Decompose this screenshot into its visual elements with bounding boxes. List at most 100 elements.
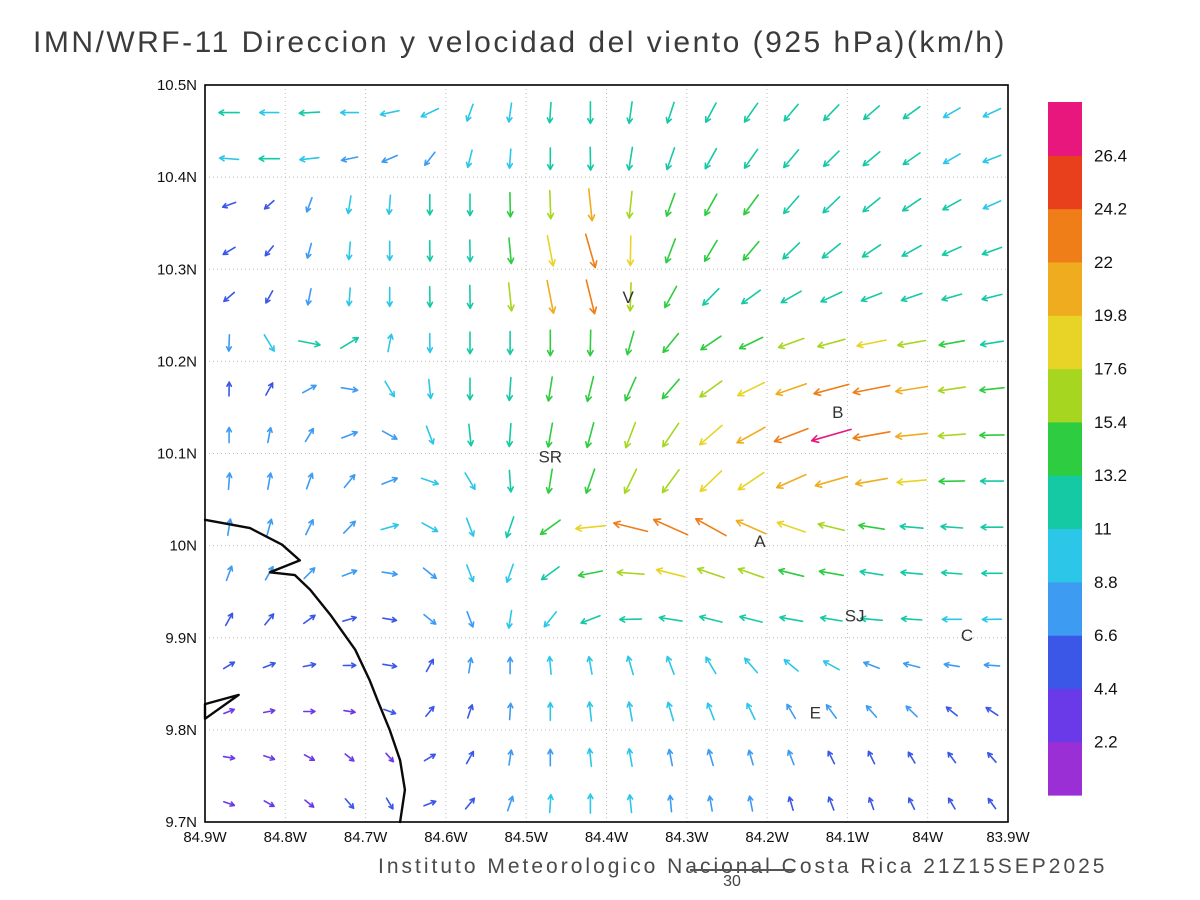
wind-vector <box>587 146 594 171</box>
wind-vector <box>222 246 236 256</box>
wind-vector <box>743 194 759 216</box>
wind-vector <box>825 704 837 719</box>
wind-vector <box>699 614 723 623</box>
wind-vector <box>466 377 474 401</box>
wind-vector <box>224 612 234 627</box>
wind-vector <box>343 474 356 489</box>
colorbar-label: 2.2 <box>1094 733 1118 752</box>
wind-vector <box>464 472 476 491</box>
wind-vector <box>947 751 957 764</box>
wind-vector <box>507 237 515 265</box>
wind-vector <box>427 378 434 400</box>
x-tick-label: 84.7W <box>344 829 388 846</box>
wind-vector <box>705 656 717 675</box>
wind-vector <box>305 472 314 490</box>
wind-vector <box>384 380 395 398</box>
wind-vector <box>381 570 398 577</box>
wind-vector <box>506 795 515 812</box>
station-label: SR <box>538 447 562 466</box>
wind-vector <box>662 422 680 448</box>
wind-vector <box>699 470 723 493</box>
wind-vector <box>342 615 357 622</box>
y-tick-label: 9.7N <box>165 814 197 831</box>
wind-vector <box>867 750 876 765</box>
wind-vector <box>742 240 760 261</box>
wind-vector <box>823 104 840 122</box>
y-tick-label: 10.4N <box>157 169 197 186</box>
wind-vector <box>901 197 922 212</box>
wind-vector <box>942 199 962 211</box>
wind-vector <box>817 521 846 532</box>
wind-vector <box>773 427 809 444</box>
wind-vector <box>303 708 316 715</box>
wind-vector <box>506 422 514 448</box>
y-tick-label: 10.1N <box>157 446 197 463</box>
wind-vector <box>940 569 963 577</box>
wind-vector <box>983 662 1001 669</box>
wind-vector <box>613 520 649 533</box>
wind-vector <box>783 659 799 672</box>
wind-vector <box>744 657 759 674</box>
wind-vector <box>341 430 358 439</box>
wind-vector <box>859 615 883 623</box>
wind-vector <box>702 287 720 306</box>
colorbar-block <box>1048 635 1082 689</box>
y-tick-label: 10.5N <box>157 77 197 94</box>
wind-vector <box>466 239 474 263</box>
wind-vector <box>222 754 236 761</box>
plot-border <box>204 84 1009 823</box>
wind-vector <box>265 290 274 304</box>
wind-vector <box>547 748 554 767</box>
wind-vector <box>584 233 598 269</box>
wind-vector <box>420 477 439 486</box>
page-number: 30 <box>723 873 741 890</box>
wind-vector <box>547 701 554 722</box>
wind-vector <box>264 245 274 257</box>
wind-vector <box>941 293 963 302</box>
wind-vector <box>546 101 554 124</box>
wind-vector <box>782 195 800 215</box>
wind-vector <box>783 149 800 169</box>
wind-vector <box>546 235 556 267</box>
wind-vector <box>900 569 924 577</box>
wind-vector <box>947 797 956 810</box>
wind-vector <box>304 799 315 808</box>
wind-vector <box>426 285 434 308</box>
wind-vector <box>386 240 393 262</box>
wind-vector <box>703 239 718 262</box>
wind-vector <box>625 330 635 356</box>
wind-vector <box>818 568 845 577</box>
wind-vector <box>226 472 233 491</box>
x-tick-label: 84.2W <box>745 829 789 846</box>
wind-vector <box>747 749 754 766</box>
wind-vector <box>981 246 1003 256</box>
colorbar-label: 19.8 <box>1094 306 1127 325</box>
wind-vector <box>586 747 594 768</box>
wind-vector <box>854 477 888 487</box>
wind-vector <box>695 518 727 537</box>
wind-vector <box>945 706 958 717</box>
x-tick-label: 84.6W <box>424 829 468 846</box>
wind-vector <box>664 238 677 264</box>
wind-vector <box>387 333 394 353</box>
wind-vector <box>382 616 398 623</box>
wind-vector <box>777 337 805 350</box>
wind-vector <box>343 520 356 534</box>
wind-vector <box>223 801 236 807</box>
wind-vector <box>626 101 634 125</box>
wind-vector <box>546 189 555 220</box>
footer-credit: Instituto Meteorologico Nacional Costa R… <box>378 855 1108 878</box>
wind-vector <box>863 661 880 670</box>
wind-vector <box>779 614 804 623</box>
y-tick-label: 10N <box>169 538 197 555</box>
wind-vector <box>263 334 275 352</box>
wind-vector <box>705 102 717 123</box>
wind-vector <box>381 154 398 164</box>
colorbar-block <box>1048 368 1082 423</box>
wind-vector <box>822 196 841 214</box>
wind-vector <box>298 109 321 117</box>
wind-vector <box>979 386 1005 394</box>
wind-vector <box>344 753 355 762</box>
wind-vector <box>626 655 634 676</box>
wind-vector <box>425 425 435 445</box>
